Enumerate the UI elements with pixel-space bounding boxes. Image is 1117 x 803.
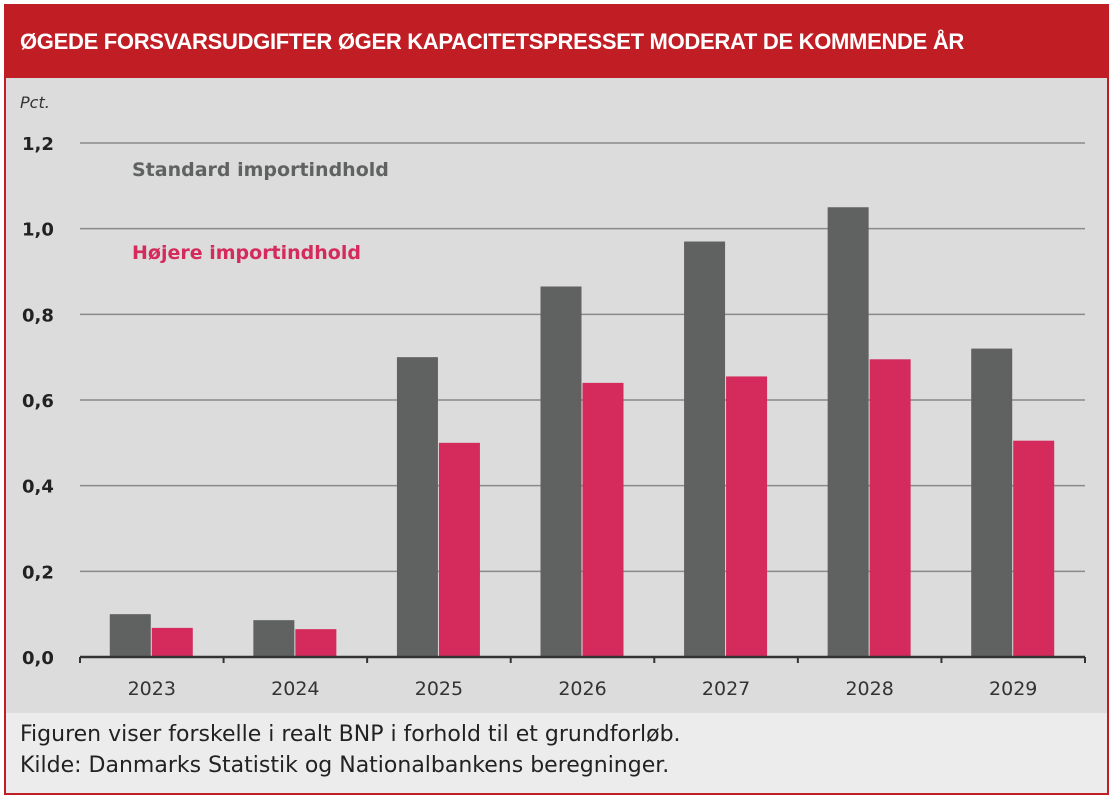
bar-standard-2029 [971, 348, 1013, 657]
bar-hojere-2029 [1013, 440, 1055, 657]
y-tick-label: 1,0 [22, 220, 54, 241]
y-tick-label: 0,2 [22, 562, 54, 583]
bar-chart: Pct. 0,0 0,2 0,4 0,6 0,8 1,0 1,2 2023 2024 2025 202… [20, 93, 1086, 700]
x-tick-label: 2029 [989, 678, 1037, 700]
legend-label-hojere: Højere importindhold [132, 242, 361, 264]
bar-standard-2023 [109, 614, 151, 657]
y-tick-label: 0,4 [22, 477, 54, 498]
bar-hojere-2024 [295, 629, 337, 657]
bar-hojere-2027 [726, 376, 768, 657]
x-tick-label: 2024 [271, 678, 319, 700]
x-tick-label: 2023 [128, 678, 176, 700]
x-tick-label: 2025 [415, 678, 463, 700]
bar-hojere-2026 [582, 382, 624, 657]
y-tick-label: 0,0 [22, 648, 54, 669]
y-tick-label: 0,8 [22, 305, 54, 326]
bar-hojere-2028 [869, 359, 911, 657]
footer: Figuren viser forskelle i realt BNP i fo… [6, 713, 1107, 793]
x-tick-label: 2028 [845, 678, 893, 700]
x-tick-label: 2027 [702, 678, 750, 700]
bar-hojere-2023 [151, 627, 193, 657]
bar-standard-2028 [827, 207, 869, 657]
legend-label-standard: Standard importindhold [132, 159, 389, 181]
footer-note: Figuren viser forskelle i realt BNP i fo… [20, 722, 681, 747]
y-tick-label: 1,2 [22, 134, 54, 155]
y-tick-label: 0,6 [22, 391, 54, 412]
bar-standard-2025 [396, 357, 438, 657]
bar-hojere-2025 [438, 442, 480, 657]
bar-standard-2024 [253, 620, 295, 657]
chart-title: ØGEDE FORSVARSUDGIFTER ØGER KAPACITETSPR… [6, 6, 1107, 78]
y-axis-label: Pct. [20, 93, 50, 112]
x-tick-label: 2026 [558, 678, 606, 700]
footer-source: Kilde: Danmarks Statistik og Nationalban… [20, 753, 670, 778]
bar-standard-2027 [684, 241, 726, 657]
bar-standard-2026 [540, 286, 582, 657]
